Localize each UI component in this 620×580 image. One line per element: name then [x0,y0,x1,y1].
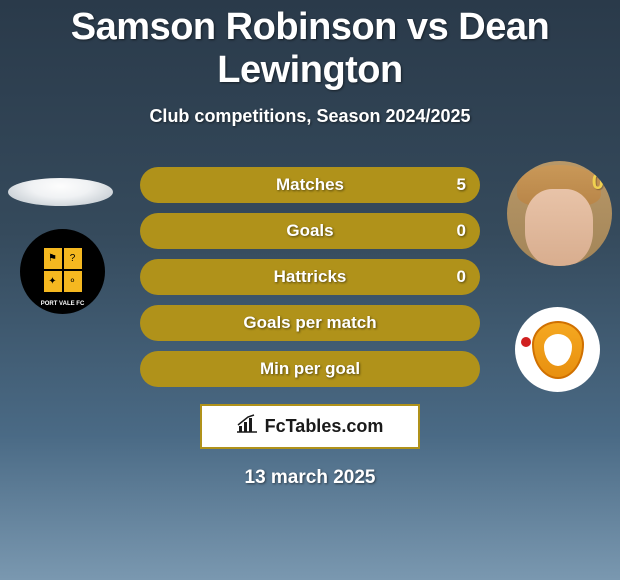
club-left-label: PORT VALE FC [23,301,102,307]
stat-row: Min per goal [140,351,480,387]
club-left-badge: ⚑?✦⚬ PORT VALE FC [20,229,105,314]
chart-icon [237,414,259,439]
stat-value: 5 [457,175,466,195]
club-right-badge [515,307,600,392]
brand-label: FcTables.com [265,416,384,437]
subtitle: Club competitions, Season 2024/2025 [0,106,620,127]
stat-pill: Matches5 [140,167,480,203]
stat-pill: Hattricks0 [140,259,480,295]
stat-label: Hattricks [140,267,480,287]
stat-pill: Min per goal [140,351,480,387]
stat-label: Matches [140,175,480,195]
page-title: Samson Robinson vs Dean Lewington [0,0,620,92]
stat-label: Goals per match [140,313,480,333]
stat-label: Goals [140,221,480,241]
player-right-avatar: 0 [507,161,612,266]
brand-box[interactable]: FcTables.com [200,404,420,449]
stat-pill: Goals per match [140,305,480,341]
compare-area: 0 ⚑?✦⚬ PORT VALE FC Matches5Goals0Hattri… [0,167,620,392]
stat-row: Matches5 [140,167,480,203]
stat-bars: Matches5Goals0Hattricks0Goals per matchM… [140,167,480,397]
stat-row: Hattricks0 [140,259,480,295]
stat-row: Goals per match [140,305,480,341]
date-label: 13 march 2025 [0,467,620,489]
stat-value: 0 [457,221,466,241]
stat-value: 0 [457,267,466,287]
stat-row: Goals0 [140,213,480,249]
jersey-number: 0 [592,169,604,195]
player-left-avatar [8,178,113,206]
stat-pill: Goals0 [140,213,480,249]
stat-label: Min per goal [140,359,480,379]
